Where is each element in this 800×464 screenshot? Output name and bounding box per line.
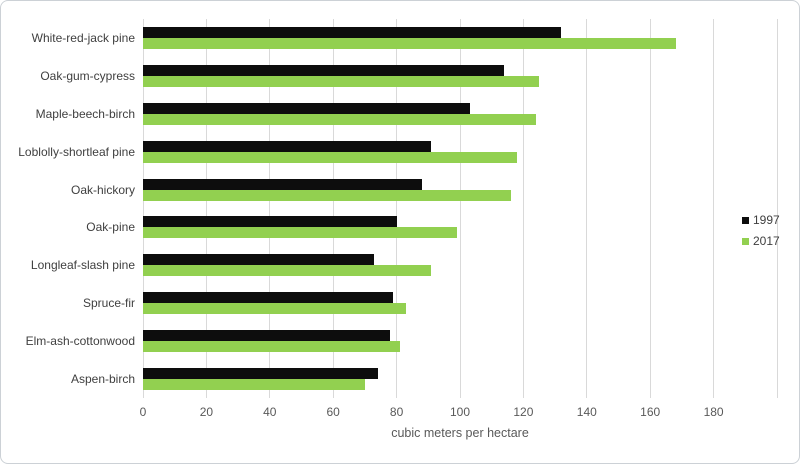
category-label: Spruce-fir bbox=[82, 296, 135, 311]
bar-1997 bbox=[143, 254, 375, 266]
x-tick-label: 40 bbox=[263, 405, 277, 419]
x-axis-title: cubic meters per hectare bbox=[391, 426, 529, 440]
x-tick-label: 120 bbox=[513, 405, 534, 419]
legend-label-1997: 1997 bbox=[753, 213, 780, 227]
bar-1997 bbox=[143, 26, 562, 38]
legend-swatch-1997-icon bbox=[742, 216, 749, 224]
bar-2017 bbox=[143, 379, 365, 391]
x-tick-label: 100 bbox=[449, 405, 471, 419]
gridlines bbox=[142, 19, 778, 398]
x-tick-label: 20 bbox=[199, 405, 214, 419]
x-tick-label: 0 bbox=[139, 405, 147, 419]
gridline bbox=[205, 19, 207, 398]
category-labels: White-red-jack pine Oak-gum-cypress Maple-… bbox=[7, 19, 135, 398]
gridline bbox=[332, 19, 334, 398]
category-label: Oak-pine bbox=[86, 220, 135, 235]
bar-rows bbox=[143, 19, 777, 398]
bar-row bbox=[143, 209, 777, 247]
bar-1997 bbox=[143, 292, 394, 304]
bar-row bbox=[143, 57, 777, 95]
bar-1997 bbox=[143, 178, 422, 190]
gridline bbox=[649, 19, 651, 398]
bar-2017 bbox=[143, 113, 537, 125]
bar-2017 bbox=[143, 227, 457, 239]
category-label: Oak-hickory bbox=[70, 182, 135, 197]
bar-1997 bbox=[143, 368, 378, 380]
bar-row bbox=[143, 95, 777, 133]
bar-2017 bbox=[143, 75, 540, 87]
legend-swatch-2017-icon bbox=[742, 237, 749, 245]
bar-2017 bbox=[143, 189, 511, 201]
category-label: Aspen-birch bbox=[70, 372, 135, 387]
category-label: Oak-gum-cypress bbox=[40, 68, 135, 83]
gridline bbox=[269, 19, 271, 398]
bar-1997 bbox=[143, 216, 397, 228]
bar-row bbox=[143, 322, 777, 360]
gridline bbox=[776, 19, 778, 398]
plot-area bbox=[142, 19, 778, 398]
legend: 1997 2017 bbox=[742, 213, 780, 248]
bar-row bbox=[143, 246, 777, 284]
legend-label-2017: 2017 bbox=[753, 234, 780, 248]
category-label: Longleaf-slash pine bbox=[30, 258, 135, 273]
gridline bbox=[586, 19, 588, 398]
bar-1997 bbox=[143, 330, 391, 342]
legend-item-1997: 1997 bbox=[742, 213, 780, 227]
bar-2017 bbox=[143, 303, 407, 315]
x-tick-label: 160 bbox=[640, 405, 661, 419]
bar-1997 bbox=[143, 102, 470, 114]
x-tick-label: 60 bbox=[326, 405, 340, 419]
bar-2017 bbox=[143, 341, 400, 353]
bar-2017 bbox=[143, 37, 676, 49]
category-label: Loblolly-shortleaf pine bbox=[18, 144, 135, 159]
gridline bbox=[459, 19, 461, 398]
x-tick-label: 80 bbox=[389, 405, 404, 419]
category-label: Maple-beech-birch bbox=[35, 106, 135, 121]
legend-item-2017: 2017 bbox=[742, 234, 780, 248]
bar-2017 bbox=[143, 265, 432, 277]
bar-2017 bbox=[143, 151, 518, 163]
gridline bbox=[396, 19, 398, 398]
bar-row bbox=[143, 171, 777, 209]
gridline bbox=[142, 19, 144, 398]
bar-row bbox=[143, 19, 777, 57]
bar-row bbox=[143, 133, 777, 171]
gridline bbox=[522, 19, 524, 398]
bar-1997 bbox=[143, 140, 432, 152]
x-axis-ticks: 0 20 40 60 80 100 120 140 160 180 bbox=[139, 405, 777, 419]
category-label: White-red-jack pine bbox=[31, 30, 135, 45]
bar-1997 bbox=[143, 64, 505, 76]
x-tick-label: 180 bbox=[703, 405, 724, 419]
bar-row bbox=[143, 284, 777, 322]
x-tick-label: 140 bbox=[576, 405, 597, 419]
category-label: Elm-ash-cottonwood bbox=[25, 334, 135, 349]
gridline bbox=[713, 19, 715, 398]
bar-row bbox=[143, 360, 777, 398]
